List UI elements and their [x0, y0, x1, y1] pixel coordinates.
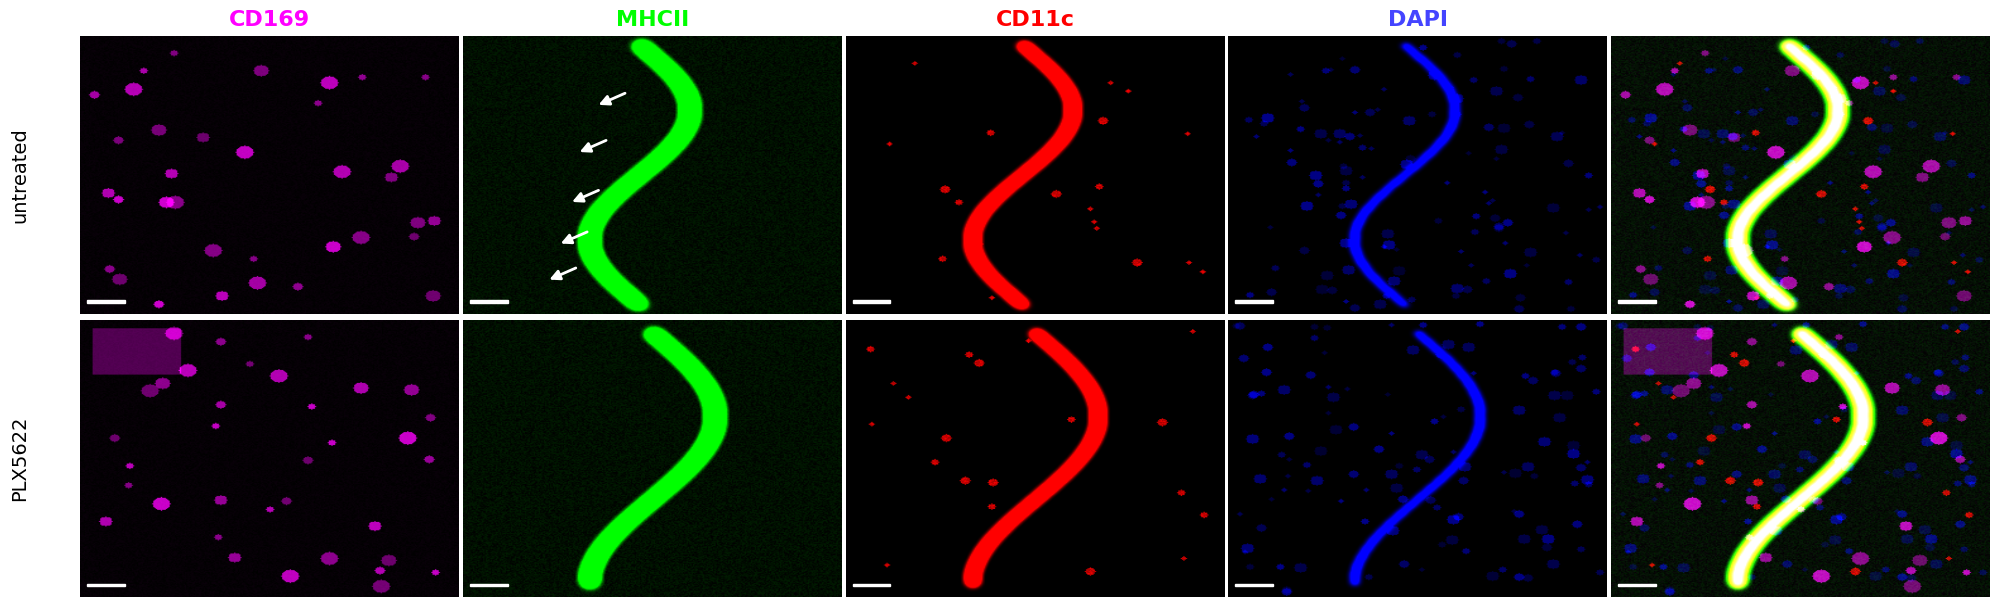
Bar [1618, 584, 1656, 586]
Text: untreated: untreated [10, 127, 30, 223]
Text: CD11c: CD11c [996, 10, 1074, 30]
Bar [1236, 584, 1274, 586]
Bar [852, 584, 890, 586]
Bar [1618, 300, 1656, 303]
Bar [852, 300, 890, 303]
Bar [470, 300, 508, 303]
Text: DAPI: DAPI [1388, 10, 1448, 30]
Text: MHCII: MHCII [616, 10, 688, 30]
Text: CD169: CD169 [228, 10, 310, 30]
Bar [470, 584, 508, 586]
Bar [86, 300, 124, 303]
Text: PLX5622: PLX5622 [10, 415, 30, 501]
Bar [1236, 300, 1274, 303]
Bar [86, 584, 124, 586]
Text: MERGE: MERGE [1756, 10, 1844, 30]
